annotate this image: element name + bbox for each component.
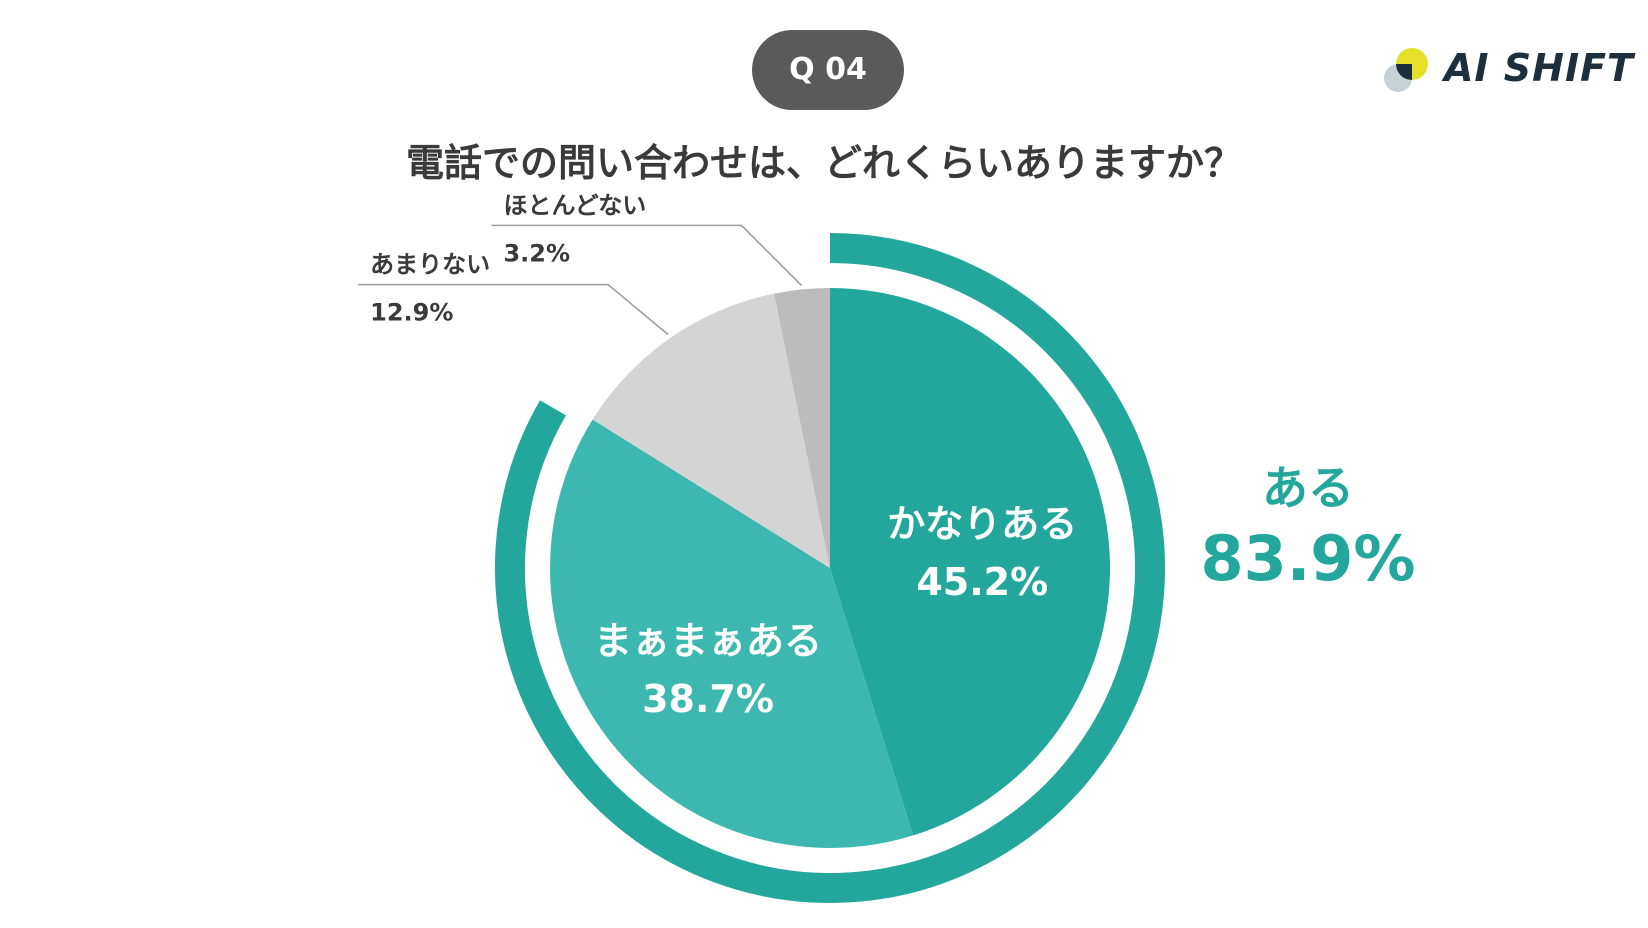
summary-label: ある: [1262, 461, 1354, 515]
slice-label-3: あまりない: [370, 251, 490, 279]
question-title: 電話での問い合わせは、どれくらいありますか？: [405, 141, 1242, 185]
highlight-arc-layer: [495, 233, 1165, 903]
pie-slice-2: [550, 419, 914, 848]
ai-shift-logo-icon: [1384, 48, 1428, 92]
pie-labels: かなりある 45.2% まぁまぁある 38.7% あまりない 12.9% ほとんどない 3.2…: [370, 191, 1077, 721]
pie-slice-4: [774, 288, 830, 568]
slice-label-2: まぁまぁある: [594, 619, 822, 663]
question-number-badge: Q 04: [752, 30, 904, 110]
slice-value-1: 45.2%: [916, 560, 1048, 604]
leader-line-3: [358, 283, 669, 336]
slice-label-1: かなりある: [887, 502, 1077, 546]
slice-value-2: 38.7%: [642, 677, 774, 721]
pie-slice-3: [592, 293, 830, 568]
summary-value: 83.9%: [1200, 522, 1416, 595]
logo-text: AI SHIFT: [1444, 46, 1634, 90]
pie-slices: [550, 288, 1110, 848]
highlight-arc: [495, 233, 1165, 903]
leader-lines: [358, 224, 803, 336]
slice-value-4: 3.2%: [503, 239, 570, 267]
pie-slice-1: [830, 288, 1110, 836]
slice-value-3: 12.9%: [370, 299, 453, 327]
leader-line-4: [491, 224, 803, 286]
slice-label-4: ほとんどない: [503, 191, 646, 219]
